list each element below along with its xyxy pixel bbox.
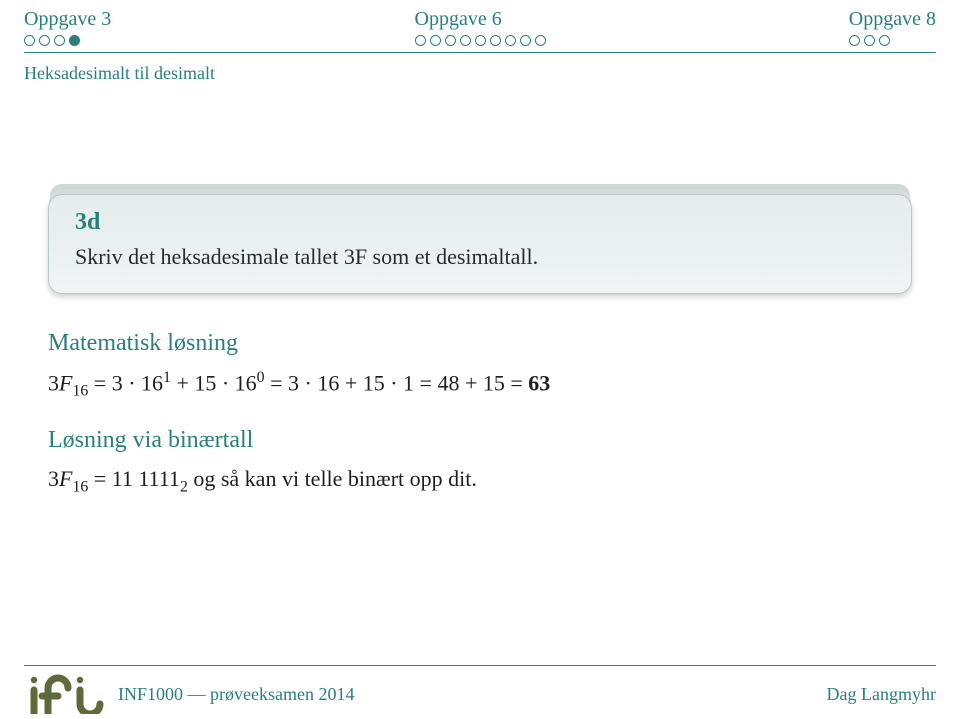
nav-dot[interactable]	[445, 35, 456, 46]
nav-section-1[interactable]: Oppgave 6	[415, 8, 546, 46]
nav-dot[interactable]	[520, 35, 531, 46]
section2-math: 3F16 = 11 11112 og så kan vi telle binær…	[48, 466, 912, 496]
nav-dots-0	[24, 35, 80, 46]
card-title: 3d	[75, 209, 885, 236]
nav-dots-1	[415, 35, 546, 46]
nav-label-2: Oppgave 8	[849, 8, 936, 31]
nav-section-0[interactable]: Oppgave 3	[24, 8, 111, 46]
nav-dot[interactable]	[535, 35, 546, 46]
card-body: Skriv det heksadesimale tallet 3F som et…	[75, 242, 885, 273]
ifi-logo-icon	[24, 674, 106, 714]
nav-dots-2	[849, 35, 890, 46]
nav-dot[interactable]	[430, 35, 441, 46]
nav-dot[interactable]	[505, 35, 516, 46]
question-card: 3d Skriv det heksadesimale tallet 3F som…	[48, 194, 912, 294]
footer-left: INF1000 — prøveeksamen 2014	[24, 674, 354, 714]
section1-title: Matematisk løsning	[48, 330, 912, 357]
nav-dot[interactable]	[849, 35, 860, 46]
nav-dot[interactable]	[54, 35, 65, 46]
nav-section-2[interactable]: Oppgave 8	[849, 8, 936, 46]
footer-course: INF1000 — prøveeksamen 2014	[118, 684, 354, 705]
footer-divider	[24, 665, 936, 666]
subheader: Heksadesimalt til desimalt	[0, 53, 960, 84]
section1-math: 3F16 = 3 · 161 + 15 · 160 = 3 · 16 + 15 …	[48, 369, 912, 401]
footer-author: Dag Langmyhr	[827, 684, 936, 705]
nav-row: Oppgave 3 Oppgave 6 Oppgave 8	[24, 8, 936, 46]
footer-row: INF1000 — prøveeksamen 2014 Dag Langmyhr	[24, 674, 936, 714]
nav-dot[interactable]	[24, 35, 35, 46]
nav-label-1: Oppgave 6	[415, 8, 502, 31]
footer: INF1000 — prøveeksamen 2014 Dag Langmyhr	[0, 665, 960, 719]
nav-dot[interactable]	[864, 35, 875, 46]
nav-dot[interactable]	[490, 35, 501, 46]
section2-title: Løsning via binærtall	[48, 427, 912, 454]
nav-label-0: Oppgave 3	[24, 8, 111, 31]
nav-dot[interactable]	[415, 35, 426, 46]
nav-dot[interactable]	[879, 35, 890, 46]
nav-dot[interactable]	[39, 35, 50, 46]
content: 3d Skriv det heksadesimale tallet 3F som…	[0, 84, 960, 496]
nav-dot[interactable]	[69, 35, 80, 46]
nav-dot[interactable]	[460, 35, 471, 46]
nav-dot[interactable]	[475, 35, 486, 46]
header: Oppgave 3 Oppgave 6 Oppgave 8	[0, 0, 960, 53]
